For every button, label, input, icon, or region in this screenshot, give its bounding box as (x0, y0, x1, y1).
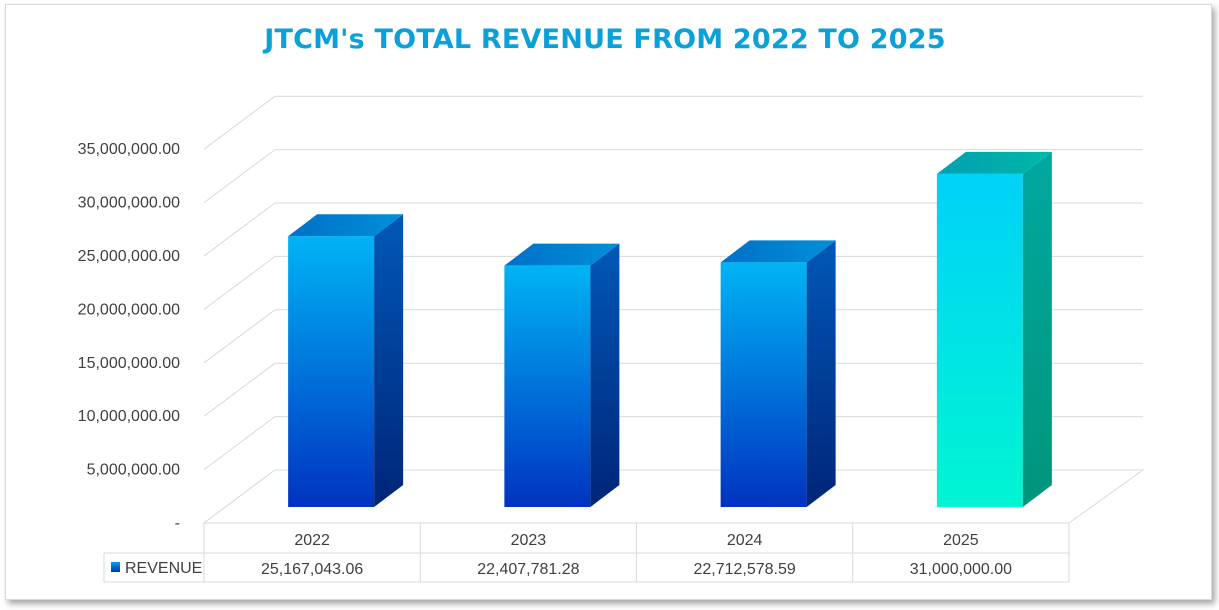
bar-front (936, 173, 1023, 508)
bar (720, 240, 836, 507)
bar-side (374, 214, 404, 507)
y-tick-label: - (175, 515, 180, 532)
table-header-year: 2025 (943, 532, 979, 549)
y-tick-label: 5,000,000.00 (87, 462, 181, 479)
gridline-side (203, 309, 276, 364)
bar-top (720, 240, 836, 263)
bar-side (1022, 151, 1052, 508)
table-header-year: 2024 (727, 532, 763, 549)
bar (288, 214, 404, 507)
bar-top (504, 243, 620, 266)
data-table: 2022 25,167,043.06 2023 22,407,781.28 2024 22… (103, 522, 1070, 583)
y-tick-label: 10,000,000.00 (78, 408, 180, 425)
y-axis-ticks: - 5,000,000.00 10,000,000.00 15,000,000.00 2… (78, 141, 180, 532)
bar (504, 243, 620, 508)
gridline-side (203, 95, 276, 150)
table-header-year: 2023 (511, 532, 547, 549)
y-tick-label: 15,000,000.00 (78, 355, 180, 372)
bar-top (288, 214, 404, 237)
table-value: 22,407,781.28 (477, 561, 579, 578)
y-tick-label: 20,000,000.00 (78, 301, 180, 318)
bars (288, 151, 1052, 508)
bar-side (590, 243, 620, 508)
gridline-side (203, 202, 276, 257)
bar-front (288, 236, 375, 507)
chart-title: JTCM's TOTAL REVENUE FROM 2022 TO 2025 (264, 24, 946, 55)
legend-series-name: REVENUE (125, 560, 202, 577)
gridline-side (203, 255, 276, 310)
legend-key (111, 562, 120, 572)
bar-front (720, 262, 807, 507)
table-value: 25,167,043.06 (261, 561, 363, 578)
table-value: 22,712,578.59 (693, 561, 795, 578)
table-header-year: 2022 (294, 532, 330, 549)
gridline-side (203, 362, 276, 417)
y-tick-label: 30,000,000.00 (78, 195, 180, 212)
table-value: 31,000,000.00 (910, 561, 1012, 578)
y-tick-label: 25,000,000.00 (78, 248, 180, 265)
gridline-side (203, 416, 276, 471)
bar-front (504, 265, 591, 507)
y-tick-label: 35,000,000.00 (78, 141, 180, 158)
bar-side (806, 240, 836, 507)
bar-top (936, 151, 1052, 174)
gridline-side (203, 149, 276, 204)
bar (936, 151, 1052, 508)
